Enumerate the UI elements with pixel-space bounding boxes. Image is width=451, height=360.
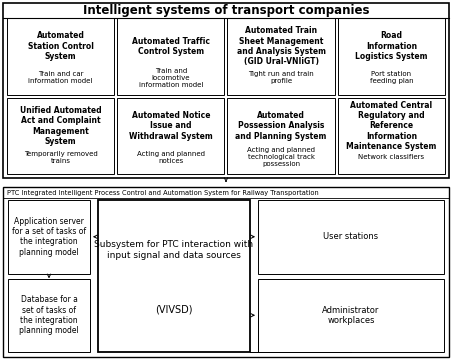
Text: Subsystem for PTC interaction with
input signal and data sources: Subsystem for PTC interaction with input…: [94, 240, 253, 260]
Text: Train and car
information model: Train and car information model: [28, 71, 92, 84]
Text: Automated Central
Regulatory and
Reference
Information
Maintenance System: Automated Central Regulatory and Referen…: [345, 100, 436, 151]
Text: Database for a
set of tasks of
the integration
planning model: Database for a set of tasks of the integ…: [19, 295, 79, 336]
Text: Automated Notice
Issue and
Withdrawal System: Automated Notice Issue and Withdrawal Sy…: [129, 111, 212, 141]
Text: Network classifiers: Network classifiers: [358, 154, 423, 160]
Bar: [8, 200, 90, 274]
Text: Unified Automated
Act and Complaint
Management
System: Unified Automated Act and Complaint Mana…: [20, 106, 101, 146]
Bar: [3, 187, 448, 357]
Text: Acting and planned
notices: Acting and planned notices: [137, 151, 204, 164]
Bar: [98, 200, 249, 352]
Bar: [337, 98, 444, 174]
Text: Temporarily removed
trains: Temporarily removed trains: [24, 151, 97, 164]
Bar: [3, 3, 448, 178]
Bar: [227, 18, 334, 94]
Text: Port station
feeding plan: Port station feeding plan: [369, 71, 412, 84]
Text: Road
Information
Logistics System: Road Information Logistics System: [354, 31, 427, 61]
Text: PTC Integrated Intelligent Process Control and Automation System for Railway Tra: PTC Integrated Intelligent Process Contr…: [7, 189, 318, 195]
Text: User stations: User stations: [323, 232, 378, 241]
Text: Acting and planned
technological track
possession: Acting and planned technological track p…: [247, 147, 314, 167]
Bar: [8, 279, 90, 352]
Text: Automated Traffic
Control System: Automated Traffic Control System: [132, 37, 209, 56]
Bar: [117, 98, 224, 174]
Bar: [258, 200, 443, 274]
Text: Automated Train
Sheet Management
and Analysis System
(GID Ural-VNIiGT): Automated Train Sheet Management and Ana…: [236, 26, 325, 66]
Text: Automated
Possession Analysis
and Planning System: Automated Possession Analysis and Planni…: [235, 111, 326, 141]
Bar: [337, 18, 444, 94]
Bar: [7, 18, 114, 94]
Text: (VIVSD): (VIVSD): [155, 305, 192, 314]
Text: Intelligent systems of transport companies: Intelligent systems of transport compani…: [83, 4, 368, 17]
Text: Tight run and train
profile: Tight run and train profile: [248, 71, 313, 84]
Text: Train and
locomotive
information model: Train and locomotive information model: [138, 68, 202, 88]
Text: Application server
for a set of tasks of
the integration
planning model: Application server for a set of tasks of…: [12, 217, 86, 257]
Text: Automated
Station Control
System: Automated Station Control System: [28, 31, 93, 61]
Bar: [117, 18, 224, 94]
Bar: [7, 98, 114, 174]
Bar: [258, 279, 443, 352]
Bar: [227, 98, 334, 174]
Text: Administrator
workplaces: Administrator workplaces: [322, 306, 379, 325]
